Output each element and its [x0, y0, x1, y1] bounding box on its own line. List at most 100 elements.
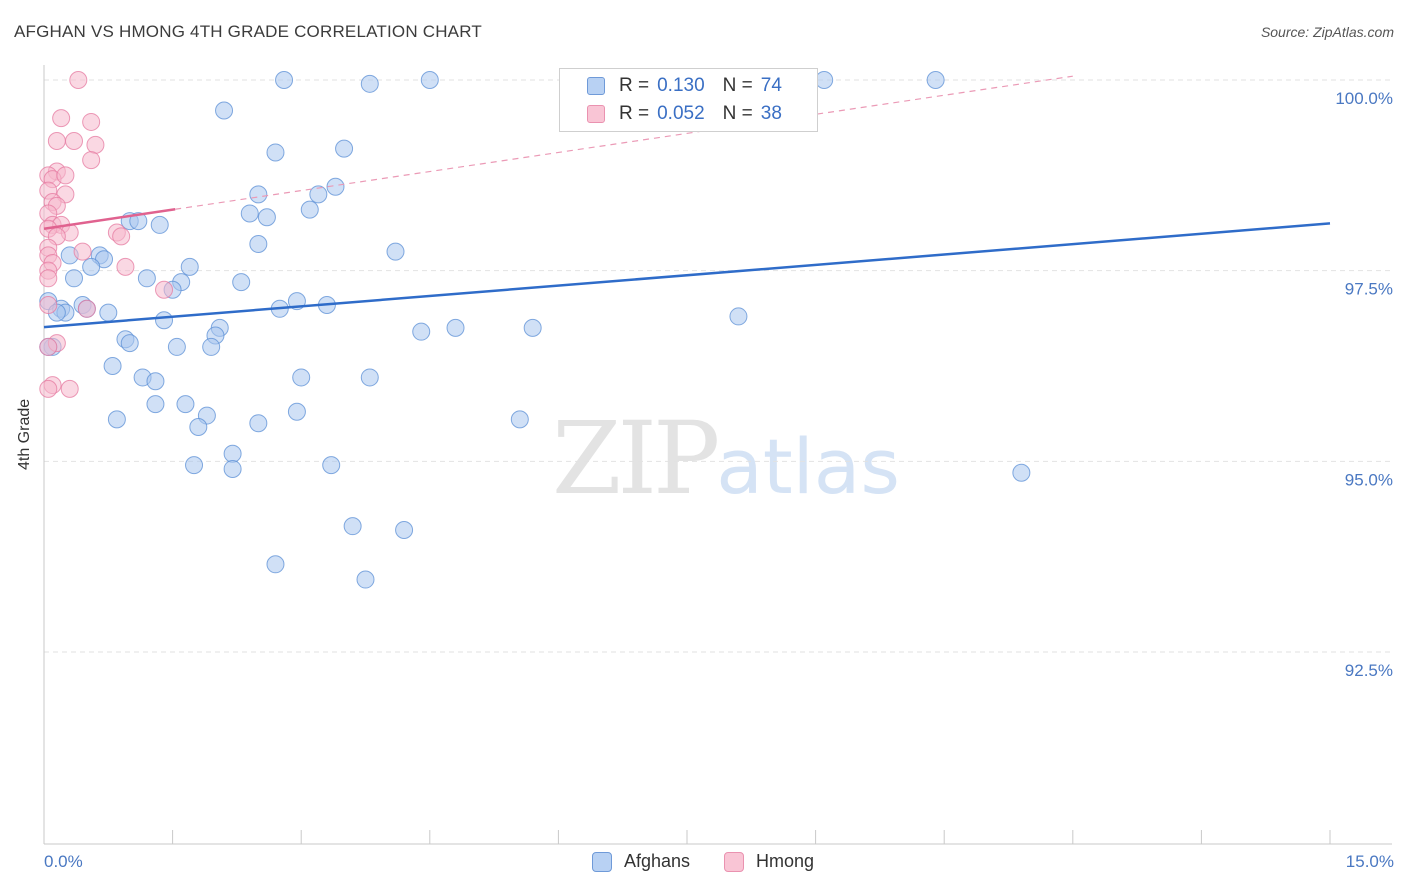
source-label: Source: ZipAtlas.com: [1260, 24, 1394, 40]
y-tick-label: 100.0%: [1335, 89, 1393, 108]
afghans-point: [120, 334, 139, 353]
hmong-point: [112, 227, 131, 246]
hmong-point: [52, 109, 71, 128]
legend-label-hmong: Hmong: [756, 851, 815, 871]
afghans-point: [287, 402, 306, 421]
afghans-point: [1012, 463, 1031, 482]
afghans-point: [146, 395, 165, 414]
afghans-point: [926, 71, 945, 89]
afghans-point: [360, 74, 379, 93]
afghans-point: [129, 212, 148, 231]
afghans-point: [386, 242, 405, 261]
afghans-point: [240, 204, 259, 223]
watermark-atlas: atlas: [716, 422, 900, 511]
afghans-point: [343, 517, 362, 536]
hmong-point: [77, 299, 96, 318]
afghans-point: [103, 357, 122, 375]
legend-item-afghans[interactable]: Afghans: [591, 851, 691, 872]
afghans-point: [815, 71, 834, 89]
afghans-point: [335, 139, 354, 158]
afghans-r-value: 0.130: [657, 75, 705, 96]
afghans-point: [266, 143, 285, 162]
y-tick-label: 92.5%: [1345, 661, 1393, 680]
hmong-n-value: 38: [760, 103, 782, 124]
watermark-zip: ZIP: [552, 400, 720, 517]
x-tick-max: 15.0%: [1345, 852, 1394, 871]
watermark: ZIPatlas: [552, 400, 900, 517]
afghans-point: [729, 307, 748, 326]
afghans-point: [185, 456, 204, 475]
afghans-point: [395, 520, 414, 539]
afghans-point: [356, 570, 375, 589]
hmong-point: [155, 280, 174, 299]
afghans-point: [223, 459, 242, 478]
hmong-legend-swatch: [724, 851, 745, 872]
n-label: N =: [722, 75, 753, 96]
y-tick-label: 95.0%: [1345, 470, 1393, 489]
hmong-point: [65, 132, 84, 151]
hmong-point: [116, 257, 135, 276]
stats-legend: R = 0.130 N = 74 R = 0.052 N = 38: [559, 68, 818, 132]
hmong-point: [82, 151, 101, 170]
afghans-point: [309, 185, 328, 204]
afghans-point: [155, 311, 174, 330]
hmong-point: [73, 242, 92, 261]
afghans-point: [322, 456, 341, 475]
y-tick-label: 97.5%: [1345, 280, 1393, 299]
hmong-swatch: [587, 105, 605, 123]
hmong-point: [39, 379, 58, 398]
r-label: R =: [619, 75, 650, 96]
afghans-point: [137, 269, 156, 288]
afghans-point: [107, 410, 126, 429]
afghans-point: [249, 234, 268, 253]
afghans-point: [189, 418, 208, 437]
hmong-point: [69, 71, 88, 89]
afghans-point: [167, 337, 186, 356]
chart-title: AFGHAN VS HMONG 4TH GRADE CORRELATION CH…: [14, 22, 482, 41]
legend-label-afghans: Afghans: [623, 851, 691, 871]
hmong-r-value: 0.052: [657, 103, 705, 124]
afghans-point: [412, 322, 431, 341]
hmong-point: [39, 269, 58, 288]
hmong-point: [39, 337, 58, 356]
afghans-point: [202, 337, 221, 356]
afghans-point: [146, 372, 165, 391]
afghans-point: [300, 200, 319, 219]
afghans-point: [292, 368, 311, 387]
afghans-point: [266, 555, 285, 574]
afghans-swatch: [587, 77, 605, 95]
afghans-n-value: 74: [760, 75, 782, 96]
afghans-point: [223, 444, 242, 463]
r-label: R =: [619, 103, 650, 124]
afghans-point: [99, 303, 118, 322]
legend-item-hmong[interactable]: Hmong: [724, 851, 814, 872]
hmong-point: [47, 132, 66, 151]
afghans-point: [215, 101, 234, 120]
stats-legend-row-afghans: R = 0.130 N = 74: [587, 72, 782, 100]
afghans-point: [420, 71, 439, 89]
hmong-point: [60, 379, 79, 398]
x-tick-min: 0.0%: [44, 852, 83, 871]
afghans-trend-line: [43, 222, 1331, 329]
afghans-point: [232, 273, 251, 292]
afghans-point: [523, 318, 542, 337]
afghans-point: [446, 318, 465, 337]
afghans-legend-swatch: [591, 851, 612, 872]
afghans-point: [249, 414, 268, 433]
afghans-point: [275, 71, 294, 89]
hmong-trend-line-extension: [175, 75, 1073, 210]
afghans-point: [180, 257, 199, 276]
hmong-point: [39, 295, 58, 314]
hmong-point: [56, 166, 75, 185]
afghans-point: [82, 257, 101, 276]
hmong-point: [82, 112, 101, 131]
hmong-point: [86, 135, 105, 154]
afghans-point: [257, 208, 276, 227]
hmong-trend-line: [43, 208, 176, 230]
stats-legend-row-hmong: R = 0.052 N = 38: [587, 100, 782, 128]
afghans-point: [176, 395, 195, 414]
afghans-point: [65, 269, 84, 288]
afghans-point: [249, 185, 268, 204]
n-label: N =: [722, 103, 753, 124]
